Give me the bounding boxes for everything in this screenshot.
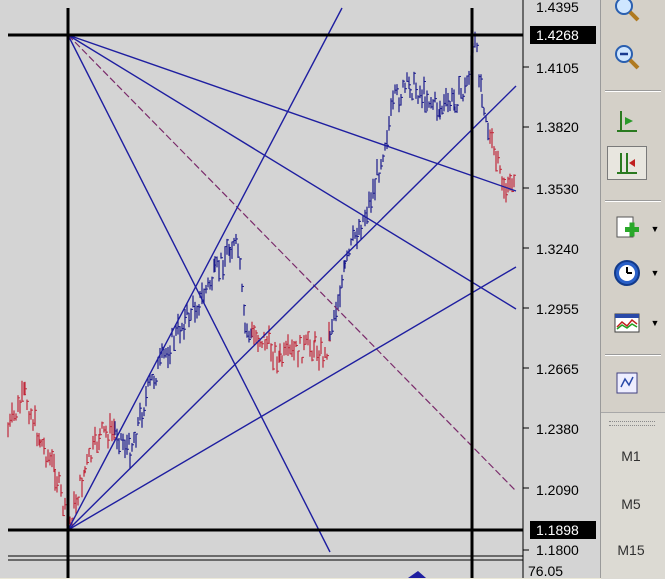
price-label: 1.4105 [536, 60, 579, 76]
templates-icon[interactable] [607, 306, 647, 340]
high-price-marker-text: 1.4268 [536, 27, 579, 43]
chart-canvas[interactable]: 1.4395 1.4105 1.3820 1.3530 1.3240 1.295… [0, 0, 600, 578]
frame-lines [8, 0, 524, 578]
chart-shift-icon[interactable] [607, 104, 647, 138]
timeframe-m15-button[interactable]: M15 [617, 542, 645, 558]
price-label: 1.3240 [536, 241, 579, 257]
price-bars [7, 31, 516, 538]
new-chart-icon[interactable] [607, 212, 647, 246]
toolbar-grip[interactable] [609, 421, 655, 426]
zoom-in-icon[interactable] [607, 0, 647, 28]
indicator-label: 76.05 [528, 563, 563, 578]
gann-fan-line[interactable] [67, 34, 517, 492]
gann-fan-line[interactable] [67, 34, 517, 192]
properties-icon[interactable] [607, 366, 647, 400]
price-label: 1.1800 [536, 542, 579, 558]
dropdown-arrow-icon[interactable]: ▼ [650, 268, 660, 278]
dropdown-arrow-icon[interactable]: ▼ [650, 224, 660, 234]
timeframes-toolbar: M1 M5 M15 [601, 412, 665, 579]
price-label: 1.2665 [536, 361, 579, 377]
high-price-marker [530, 26, 596, 44]
gann-fan-line[interactable] [67, 34, 331, 553]
gann-fan-line[interactable] [67, 85, 517, 531]
price-label: 1.2955 [536, 301, 579, 317]
gann-fan-line[interactable] [67, 266, 517, 531]
price-label: 1.4395 [536, 0, 579, 15]
gann-fan-line[interactable] [67, 34, 517, 310]
low-price-marker [530, 521, 596, 539]
price-scale: 1.4395 1.4105 1.3820 1.3530 1.3240 1.295… [522, 0, 600, 578]
dropdown-arrow-icon[interactable]: ▼ [650, 318, 660, 328]
low-price-marker-text: 1.1898 [536, 522, 579, 538]
gann-fan-line[interactable] [67, 7, 343, 531]
timeframe-m5-button[interactable]: M5 [621, 496, 641, 512]
autoscroll-icon[interactable] [607, 146, 647, 180]
price-label: 1.2090 [536, 482, 579, 498]
gann-lines[interactable] [67, 7, 517, 553]
timeframe-m1-button[interactable]: M1 [621, 448, 641, 464]
price-chart[interactable]: 1.4395 1.4105 1.3820 1.3530 1.3240 1.295… [0, 0, 600, 578]
price-label: 1.3820 [536, 119, 579, 135]
price-label: 1.2380 [536, 421, 579, 437]
price-label: 1.3530 [536, 181, 579, 197]
zoom-out-icon[interactable] [607, 40, 647, 74]
periodicity-clock-icon[interactable] [607, 256, 647, 290]
